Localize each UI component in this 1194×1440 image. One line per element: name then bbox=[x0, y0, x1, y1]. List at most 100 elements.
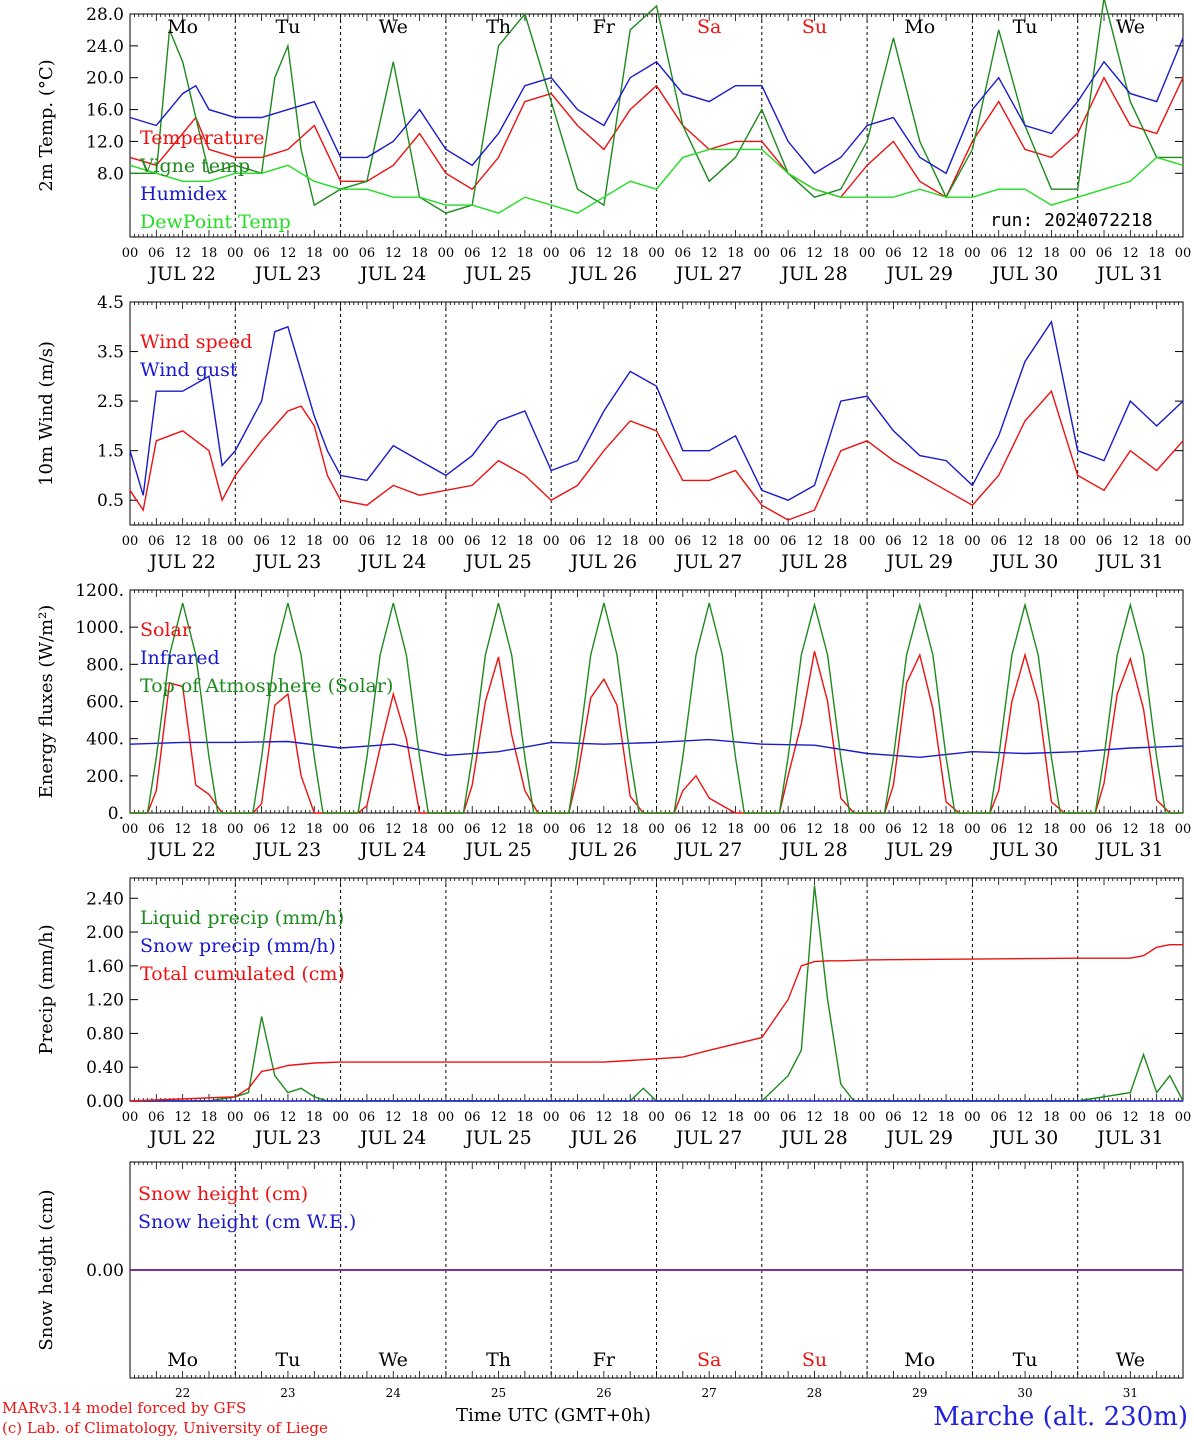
y-tick-label: 28.0 bbox=[86, 5, 124, 25]
hour-label: 18 bbox=[517, 246, 534, 261]
hour-label: 06 bbox=[148, 1110, 165, 1125]
y-tick-label: 200. bbox=[86, 767, 124, 787]
hour-label: 18 bbox=[411, 822, 428, 837]
hour-label: 18 bbox=[938, 822, 955, 837]
weekday-label: We bbox=[1116, 1349, 1145, 1371]
day-number-label: 22 bbox=[175, 1386, 190, 1400]
hour-label: 00 bbox=[1175, 822, 1192, 837]
hour-label: 00 bbox=[964, 1110, 981, 1125]
date-label: JUL 26 bbox=[569, 1127, 637, 1149]
hour-label: 06 bbox=[359, 1110, 376, 1125]
y-tick-label: 1.60 bbox=[86, 957, 124, 977]
weekday-label: Tu bbox=[1013, 1349, 1038, 1371]
hour-label: 06 bbox=[464, 1110, 481, 1125]
hour-label: 00 bbox=[438, 534, 455, 549]
weekday-label: Th bbox=[486, 16, 511, 38]
hour-label: 12 bbox=[701, 534, 718, 549]
legend-entry: Wind speed bbox=[140, 331, 252, 353]
hour-label: 18 bbox=[938, 1110, 955, 1125]
hour-label: 18 bbox=[938, 534, 955, 549]
hour-label: 06 bbox=[148, 246, 165, 261]
hour-label: 00 bbox=[1175, 246, 1192, 261]
y-tick-label: 1200. bbox=[75, 581, 124, 601]
weekday-label: Su bbox=[802, 16, 827, 38]
y-tick-label: 800. bbox=[86, 655, 124, 675]
hour-label: 06 bbox=[675, 1110, 692, 1125]
hour-label: 00 bbox=[964, 534, 981, 549]
date-label: JUL 28 bbox=[779, 1127, 847, 1149]
hour-label: 06 bbox=[253, 246, 270, 261]
hour-label: 12 bbox=[174, 1110, 191, 1125]
date-label: JUL 28 bbox=[779, 551, 847, 573]
y-tick-label: 1.20 bbox=[86, 991, 124, 1011]
hour-label: 18 bbox=[622, 534, 639, 549]
date-label: JUL 28 bbox=[779, 839, 847, 861]
legend-entry: Snow height (cm W.E.) bbox=[138, 1211, 356, 1233]
date-label: JUL 22 bbox=[147, 1127, 215, 1149]
hour-label: 18 bbox=[833, 822, 850, 837]
hour-label: 00 bbox=[648, 1110, 665, 1125]
y-tick-label: 0.00 bbox=[86, 1092, 124, 1112]
date-label: JUL 24 bbox=[358, 839, 426, 861]
date-label: JUL 23 bbox=[253, 263, 321, 285]
weekday-label: Fr bbox=[593, 16, 616, 38]
hour-label: 18 bbox=[938, 246, 955, 261]
hour-label: 06 bbox=[780, 534, 797, 549]
hour-label: 06 bbox=[359, 246, 376, 261]
hour-label: 06 bbox=[885, 822, 902, 837]
hour-label: 06 bbox=[569, 822, 586, 837]
date-label: JUL 26 bbox=[569, 263, 637, 285]
hour-label: 18 bbox=[517, 534, 534, 549]
copyright-credit: (c) Lab. of Climatology, University of L… bbox=[2, 1419, 328, 1437]
hour-label: 00 bbox=[227, 534, 244, 549]
hour-label: 00 bbox=[122, 246, 139, 261]
hour-label: 12 bbox=[911, 534, 928, 549]
hour-label: 18 bbox=[411, 534, 428, 549]
hour-label: 06 bbox=[464, 822, 481, 837]
hour-label: 12 bbox=[280, 822, 297, 837]
hour-label: 18 bbox=[1043, 822, 1060, 837]
x-axis-title: Time UTC (GMT+0h) bbox=[456, 1405, 651, 1426]
legend-entry: Temperature bbox=[140, 127, 264, 149]
weekday-label: Tu bbox=[275, 16, 300, 38]
run-label: run: 2024072218 bbox=[990, 210, 1153, 231]
hour-label: 18 bbox=[1043, 1110, 1060, 1125]
hour-label: 00 bbox=[332, 822, 349, 837]
legend-entry: Solar bbox=[140, 619, 192, 641]
hour-label: 06 bbox=[253, 822, 270, 837]
hour-label: 18 bbox=[833, 534, 850, 549]
hour-label: 18 bbox=[727, 246, 744, 261]
hour-label: 18 bbox=[1043, 246, 1060, 261]
hour-label: 12 bbox=[490, 534, 507, 549]
y-tick-label: 1000. bbox=[75, 618, 124, 638]
date-label: JUL 24 bbox=[358, 551, 426, 573]
hour-label: 06 bbox=[148, 822, 165, 837]
hour-label: 00 bbox=[1069, 534, 1086, 549]
date-label: JUL 24 bbox=[358, 1127, 426, 1149]
hour-label: 06 bbox=[675, 534, 692, 549]
hour-label: 18 bbox=[727, 534, 744, 549]
hour-label: 18 bbox=[517, 1110, 534, 1125]
date-label: JUL 25 bbox=[463, 263, 531, 285]
hour-label: 00 bbox=[859, 822, 876, 837]
hour-label: 06 bbox=[1096, 1110, 1113, 1125]
weekday-label: Su bbox=[802, 1349, 827, 1371]
day-number-label: 25 bbox=[491, 1386, 506, 1400]
hour-label: 00 bbox=[332, 246, 349, 261]
hour-label: 06 bbox=[253, 1110, 270, 1125]
legend-entry: Vigne temp bbox=[139, 155, 250, 177]
hour-label: 00 bbox=[543, 534, 560, 549]
date-label: JUL 22 bbox=[147, 839, 215, 861]
y-tick-label: 4.5 bbox=[97, 293, 124, 313]
panel-frame-2 bbox=[129, 589, 1184, 814]
date-label: JUL 23 bbox=[253, 839, 321, 861]
weekday-label: Mo bbox=[167, 1349, 198, 1371]
weekday-label: We bbox=[379, 16, 408, 38]
hour-label: 12 bbox=[911, 246, 928, 261]
hour-label: 06 bbox=[464, 246, 481, 261]
model-credit: MARv3.14 model forced by GFS bbox=[2, 1399, 247, 1417]
hour-label: 00 bbox=[859, 534, 876, 549]
hour-label: 12 bbox=[490, 822, 507, 837]
hour-label: 12 bbox=[490, 1110, 507, 1125]
hour-label: 06 bbox=[569, 534, 586, 549]
